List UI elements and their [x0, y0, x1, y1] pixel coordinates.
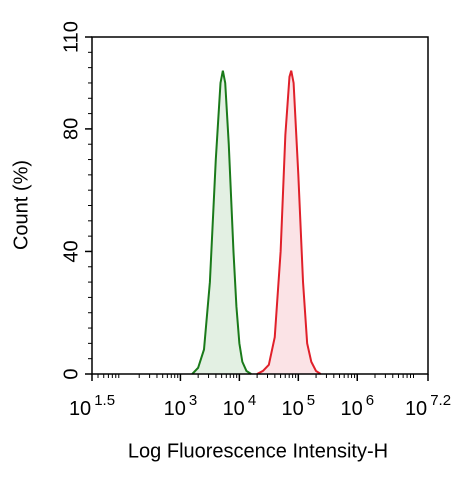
y-tick-label: 40 — [60, 240, 82, 262]
x-tick-label: 10 4 — [223, 392, 257, 420]
y-tick-label: 110 — [60, 21, 82, 53]
x-tick-base: 10 — [164, 398, 186, 420]
x-tick-base: 10 — [282, 398, 304, 420]
x-tick-exponent: 3 — [189, 392, 197, 409]
x-tick-exponent: 7.2 — [430, 392, 451, 409]
x-axis-label: Log Fluorescence Intensity-H — [128, 440, 388, 462]
x-tick-exponent: 5 — [307, 392, 315, 409]
y-axis-label: Count (%) — [10, 160, 32, 250]
histogram-fill — [192, 70, 252, 374]
y-tick-label: 0 — [60, 368, 82, 379]
x-tick-exponent: 6 — [366, 392, 374, 409]
x-tick-label: 10 3 — [164, 392, 198, 420]
x-tick-base: 10 — [340, 398, 362, 420]
x-tick-label: 10 1.5 — [69, 392, 115, 420]
x-tick-base: 10 — [405, 398, 427, 420]
y-tick-label: 80 — [60, 118, 82, 140]
histogram-line — [256, 70, 322, 375]
x-tick-exponent: 4 — [248, 392, 256, 409]
histogram-fill — [257, 70, 321, 374]
x-tick-exponent: 1.5 — [94, 392, 115, 409]
histogram-line — [191, 70, 252, 375]
plot-frame — [91, 36, 429, 375]
x-tick-base: 10 — [69, 398, 91, 420]
x-tick-label: 10 6 — [340, 392, 374, 420]
x-tick-base: 10 — [223, 398, 245, 420]
x-tick-label: 10 5 — [282, 392, 316, 420]
x-tick-label: 10 7.2 — [405, 392, 451, 420]
